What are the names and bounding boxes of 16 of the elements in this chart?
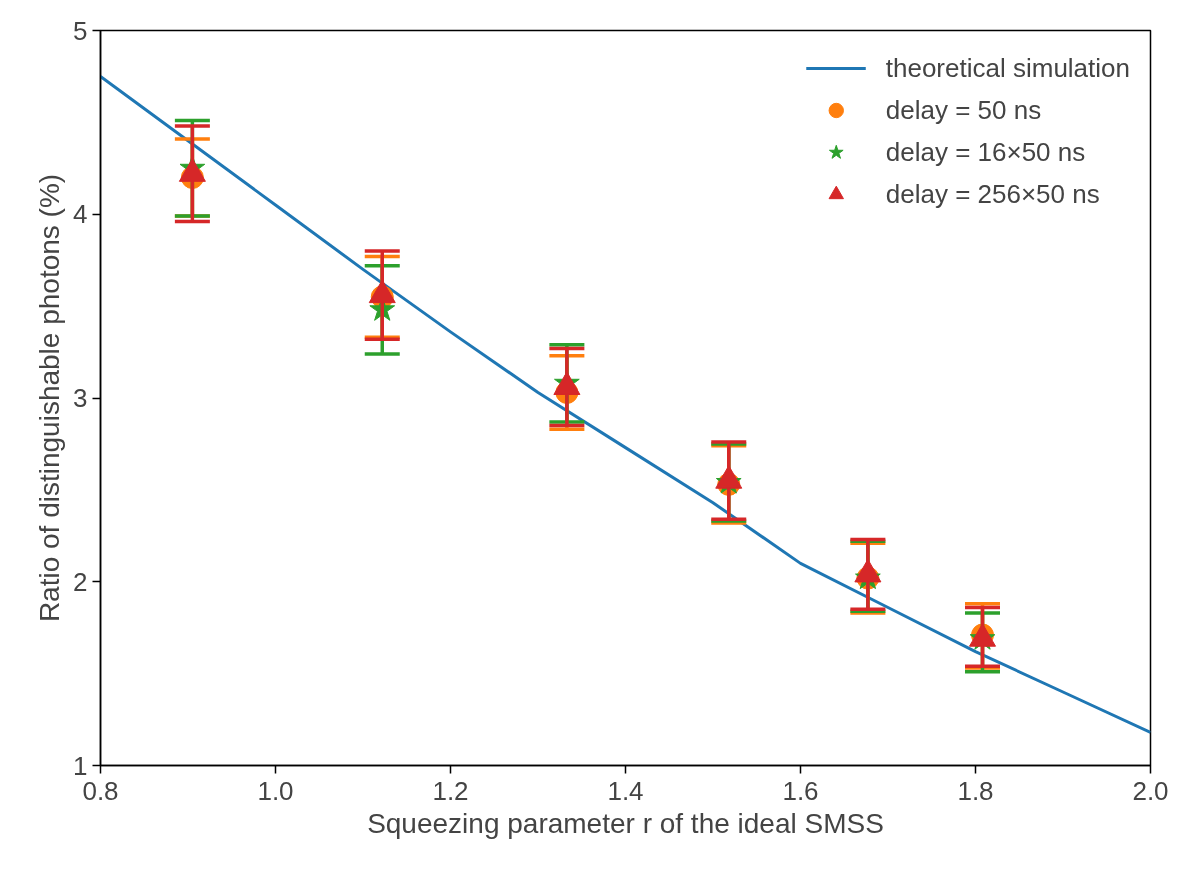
y-tick-label: 4 bbox=[73, 199, 88, 230]
y-tick-label: 2 bbox=[73, 566, 88, 597]
x-tick-label: 1.0 bbox=[257, 775, 294, 806]
x-tick-label: 1.8 bbox=[957, 775, 994, 806]
y-tick-label: 5 bbox=[73, 15, 88, 46]
legend-label: delay = 256×50 ns bbox=[885, 178, 1100, 210]
legend-label: delay = 50 ns bbox=[885, 94, 1042, 126]
x-tick-label: 2.0 bbox=[1132, 775, 1169, 806]
x-tick-label: 1.6 bbox=[782, 775, 819, 806]
y-axis-title: Ratio of distinguishable photons (%) bbox=[34, 173, 66, 623]
legend-label: delay = 16×50 ns bbox=[885, 136, 1086, 168]
x-tick-label: 1.2 bbox=[432, 775, 469, 806]
legend-label: theoretical simulation bbox=[885, 52, 1130, 84]
x-tick-label: 1.4 bbox=[607, 775, 644, 806]
x-axis-title: Squeezing parameter r of the ideal SMSS bbox=[367, 807, 884, 839]
y-tick-label: 3 bbox=[73, 383, 88, 413]
